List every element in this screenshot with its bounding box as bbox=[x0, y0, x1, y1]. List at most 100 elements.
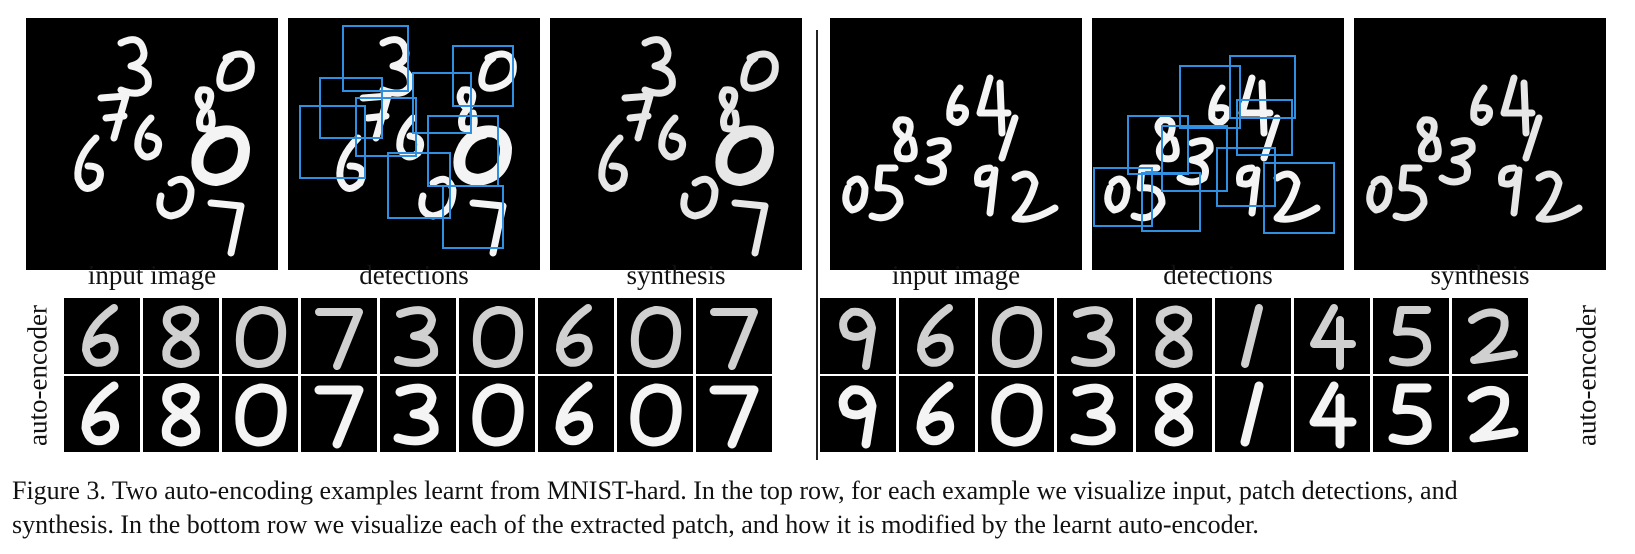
digit-2 bbox=[1468, 308, 1518, 364]
right-autoencoder-label: auto-encoder bbox=[1571, 305, 1602, 446]
right-detections-label: detections bbox=[1163, 260, 1273, 290]
detection-box bbox=[1093, 167, 1153, 227]
example-divider bbox=[816, 30, 818, 460]
detection-box bbox=[355, 97, 417, 157]
caption-line-1: Figure 3. Two auto-encoding examples lea… bbox=[12, 476, 1458, 505]
digit-4 bbox=[1310, 304, 1356, 370]
digit-1 bbox=[1241, 304, 1263, 368]
original-patch bbox=[1452, 298, 1528, 374]
reconstructed-patch bbox=[222, 376, 298, 452]
detection-box bbox=[299, 105, 366, 179]
reconstructed-patch bbox=[1136, 376, 1212, 452]
digit-7 bbox=[314, 385, 364, 449]
original-patch bbox=[301, 298, 377, 374]
original-patch bbox=[222, 298, 298, 374]
digit-0 bbox=[472, 306, 524, 368]
reconstructed-patch bbox=[1452, 376, 1528, 452]
detection-box bbox=[1236, 99, 1293, 156]
left-input-label: input image bbox=[87, 260, 217, 290]
reconstructed-patch bbox=[380, 376, 456, 452]
original-patch bbox=[143, 298, 219, 374]
digit-0 bbox=[216, 50, 255, 92]
original-patch bbox=[380, 298, 456, 374]
digit-9 bbox=[838, 385, 877, 449]
right-input-label: input image bbox=[891, 260, 1021, 290]
digit-3 bbox=[1071, 306, 1116, 367]
right-detections-image bbox=[1092, 18, 1344, 270]
digit-6 bbox=[81, 381, 120, 446]
reconstructed-patch bbox=[64, 376, 140, 452]
left-synthesis-image bbox=[550, 18, 802, 270]
digit-6 bbox=[74, 134, 104, 192]
left-synthesis-label: synthesis bbox=[626, 260, 726, 290]
detection-box bbox=[1179, 65, 1241, 129]
detection-box bbox=[1216, 147, 1276, 207]
right-synthesis-image bbox=[1354, 18, 1606, 270]
detection-box bbox=[342, 25, 409, 92]
digit-0 bbox=[235, 306, 287, 368]
reconstructed-patch bbox=[1057, 376, 1133, 452]
digit-8 bbox=[194, 86, 216, 133]
digit-0 bbox=[235, 383, 287, 447]
digit-6 bbox=[556, 304, 593, 367]
digit-0 bbox=[630, 306, 682, 368]
left-autoencoder-label: auto-encoder bbox=[22, 305, 53, 446]
digit-5 bbox=[1389, 306, 1432, 367]
digit-5 bbox=[1388, 383, 1432, 445]
reconstructed-patch bbox=[617, 376, 693, 452]
digit-0 bbox=[991, 383, 1043, 447]
digit-4 bbox=[1309, 381, 1357, 449]
digit-6 bbox=[555, 381, 594, 446]
figure-caption: Figure 3. Two auto-encoding examples lea… bbox=[12, 474, 1627, 542]
digit-7 bbox=[315, 308, 363, 370]
detection-box bbox=[442, 185, 504, 249]
digit-7 bbox=[710, 308, 758, 370]
digit-7 bbox=[709, 385, 759, 449]
left-detections-label: detections bbox=[359, 260, 469, 290]
digit-6 bbox=[82, 304, 119, 367]
original-patch bbox=[1136, 298, 1212, 374]
detection-box bbox=[452, 45, 514, 107]
digit-0 bbox=[156, 175, 195, 220]
original-patch bbox=[64, 298, 140, 374]
digit-3 bbox=[117, 36, 152, 97]
caption-line-2: synthesis. In the bottom row we visualiz… bbox=[12, 510, 1259, 539]
original-patch bbox=[978, 298, 1054, 374]
reconstructed-patch bbox=[978, 376, 1054, 452]
original-patch bbox=[820, 298, 896, 374]
detection-box bbox=[1161, 125, 1228, 192]
digit-6 bbox=[916, 381, 955, 446]
digit-0 bbox=[630, 383, 682, 447]
reconstructed-patch bbox=[1215, 376, 1291, 452]
digit-6 bbox=[917, 304, 954, 367]
digit-1 bbox=[1240, 381, 1264, 447]
digit-2 bbox=[1467, 386, 1519, 443]
reconstructed-patch bbox=[538, 376, 614, 452]
reconstructed-patch bbox=[459, 376, 535, 452]
reconstructed-patch bbox=[1294, 376, 1370, 452]
digit-0 bbox=[991, 306, 1043, 368]
digit-0 bbox=[191, 125, 250, 186]
original-patch bbox=[1057, 298, 1133, 374]
digit-0 bbox=[472, 383, 524, 447]
original-patch bbox=[1215, 298, 1291, 374]
reconstructed-patch bbox=[301, 376, 377, 452]
detection-box bbox=[1141, 172, 1201, 232]
digit-7 bbox=[97, 92, 130, 142]
digit-8 bbox=[161, 383, 201, 447]
reconstructed-patch bbox=[899, 376, 975, 452]
left-detections-image bbox=[288, 18, 540, 270]
right-synthesis-label: synthesis bbox=[1430, 260, 1530, 290]
right-input-image bbox=[830, 18, 1082, 270]
digit-8 bbox=[162, 305, 200, 368]
digit-7 bbox=[207, 199, 245, 257]
reconstructed-patch bbox=[820, 376, 896, 452]
digit-9 bbox=[839, 307, 876, 370]
original-patch bbox=[696, 298, 772, 374]
digit-8 bbox=[1155, 305, 1193, 368]
left-input-image bbox=[26, 18, 278, 270]
detection-box bbox=[412, 72, 472, 134]
original-patch bbox=[1373, 298, 1449, 374]
detection-box bbox=[319, 77, 383, 139]
digit-3 bbox=[1070, 383, 1116, 446]
